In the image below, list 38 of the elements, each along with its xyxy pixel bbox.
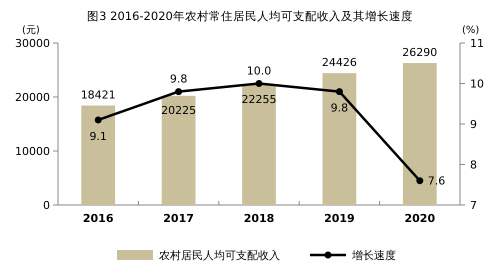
x-tick-label: 2018 bbox=[244, 212, 274, 225]
bar bbox=[162, 96, 196, 205]
bar bbox=[322, 73, 356, 205]
data-label: 24426 bbox=[322, 56, 357, 70]
data-label: 9.8 bbox=[330, 102, 348, 115]
x-tick-label: 2019 bbox=[324, 212, 355, 225]
x-tick-label: 2016 bbox=[82, 212, 114, 225]
y-tick-label: 20000 bbox=[15, 91, 50, 104]
data-label: 7.6 bbox=[428, 174, 446, 188]
data-label: 18421 bbox=[80, 88, 116, 102]
data-label: 26290 bbox=[402, 46, 438, 60]
x-tick-label: 2017 bbox=[163, 212, 194, 225]
data-label: 20225 bbox=[161, 104, 196, 117]
chart-title: 图3 2016-2020年农村常住居民人均可支配收入及其增长速度 bbox=[87, 9, 413, 23]
y2-tick-label: 10 bbox=[470, 78, 484, 90]
y-tick-label: 30000 bbox=[15, 37, 50, 50]
x-tick-label: 2020 bbox=[404, 212, 436, 225]
point bbox=[175, 88, 182, 96]
y2-axis-title: (%) bbox=[462, 25, 480, 36]
bar bbox=[242, 84, 276, 205]
bar bbox=[81, 106, 116, 205]
data-label: 22255 bbox=[242, 92, 276, 106]
point bbox=[94, 116, 102, 124]
y2-tick-label: 9 bbox=[470, 118, 477, 131]
y2-tick-label: 8 bbox=[470, 158, 477, 172]
y-tick-label: 0 bbox=[43, 199, 50, 212]
y-tick-label: 10000 bbox=[15, 145, 50, 158]
y-axis-title: (元) bbox=[22, 25, 40, 36]
y2-tick-label: 11 bbox=[470, 37, 484, 50]
legend-label: 增长速度 bbox=[351, 249, 396, 262]
legend-label: 农村居民人均可支配收入 bbox=[159, 249, 280, 262]
y2-tick-label: 7 bbox=[470, 199, 477, 212]
point bbox=[256, 80, 262, 87]
data-label: 9.1 bbox=[89, 130, 107, 143]
point bbox=[416, 177, 424, 184]
data-label: 9.8 bbox=[170, 72, 188, 86]
data-label: 10.0 bbox=[246, 64, 272, 78]
point bbox=[336, 88, 343, 96]
